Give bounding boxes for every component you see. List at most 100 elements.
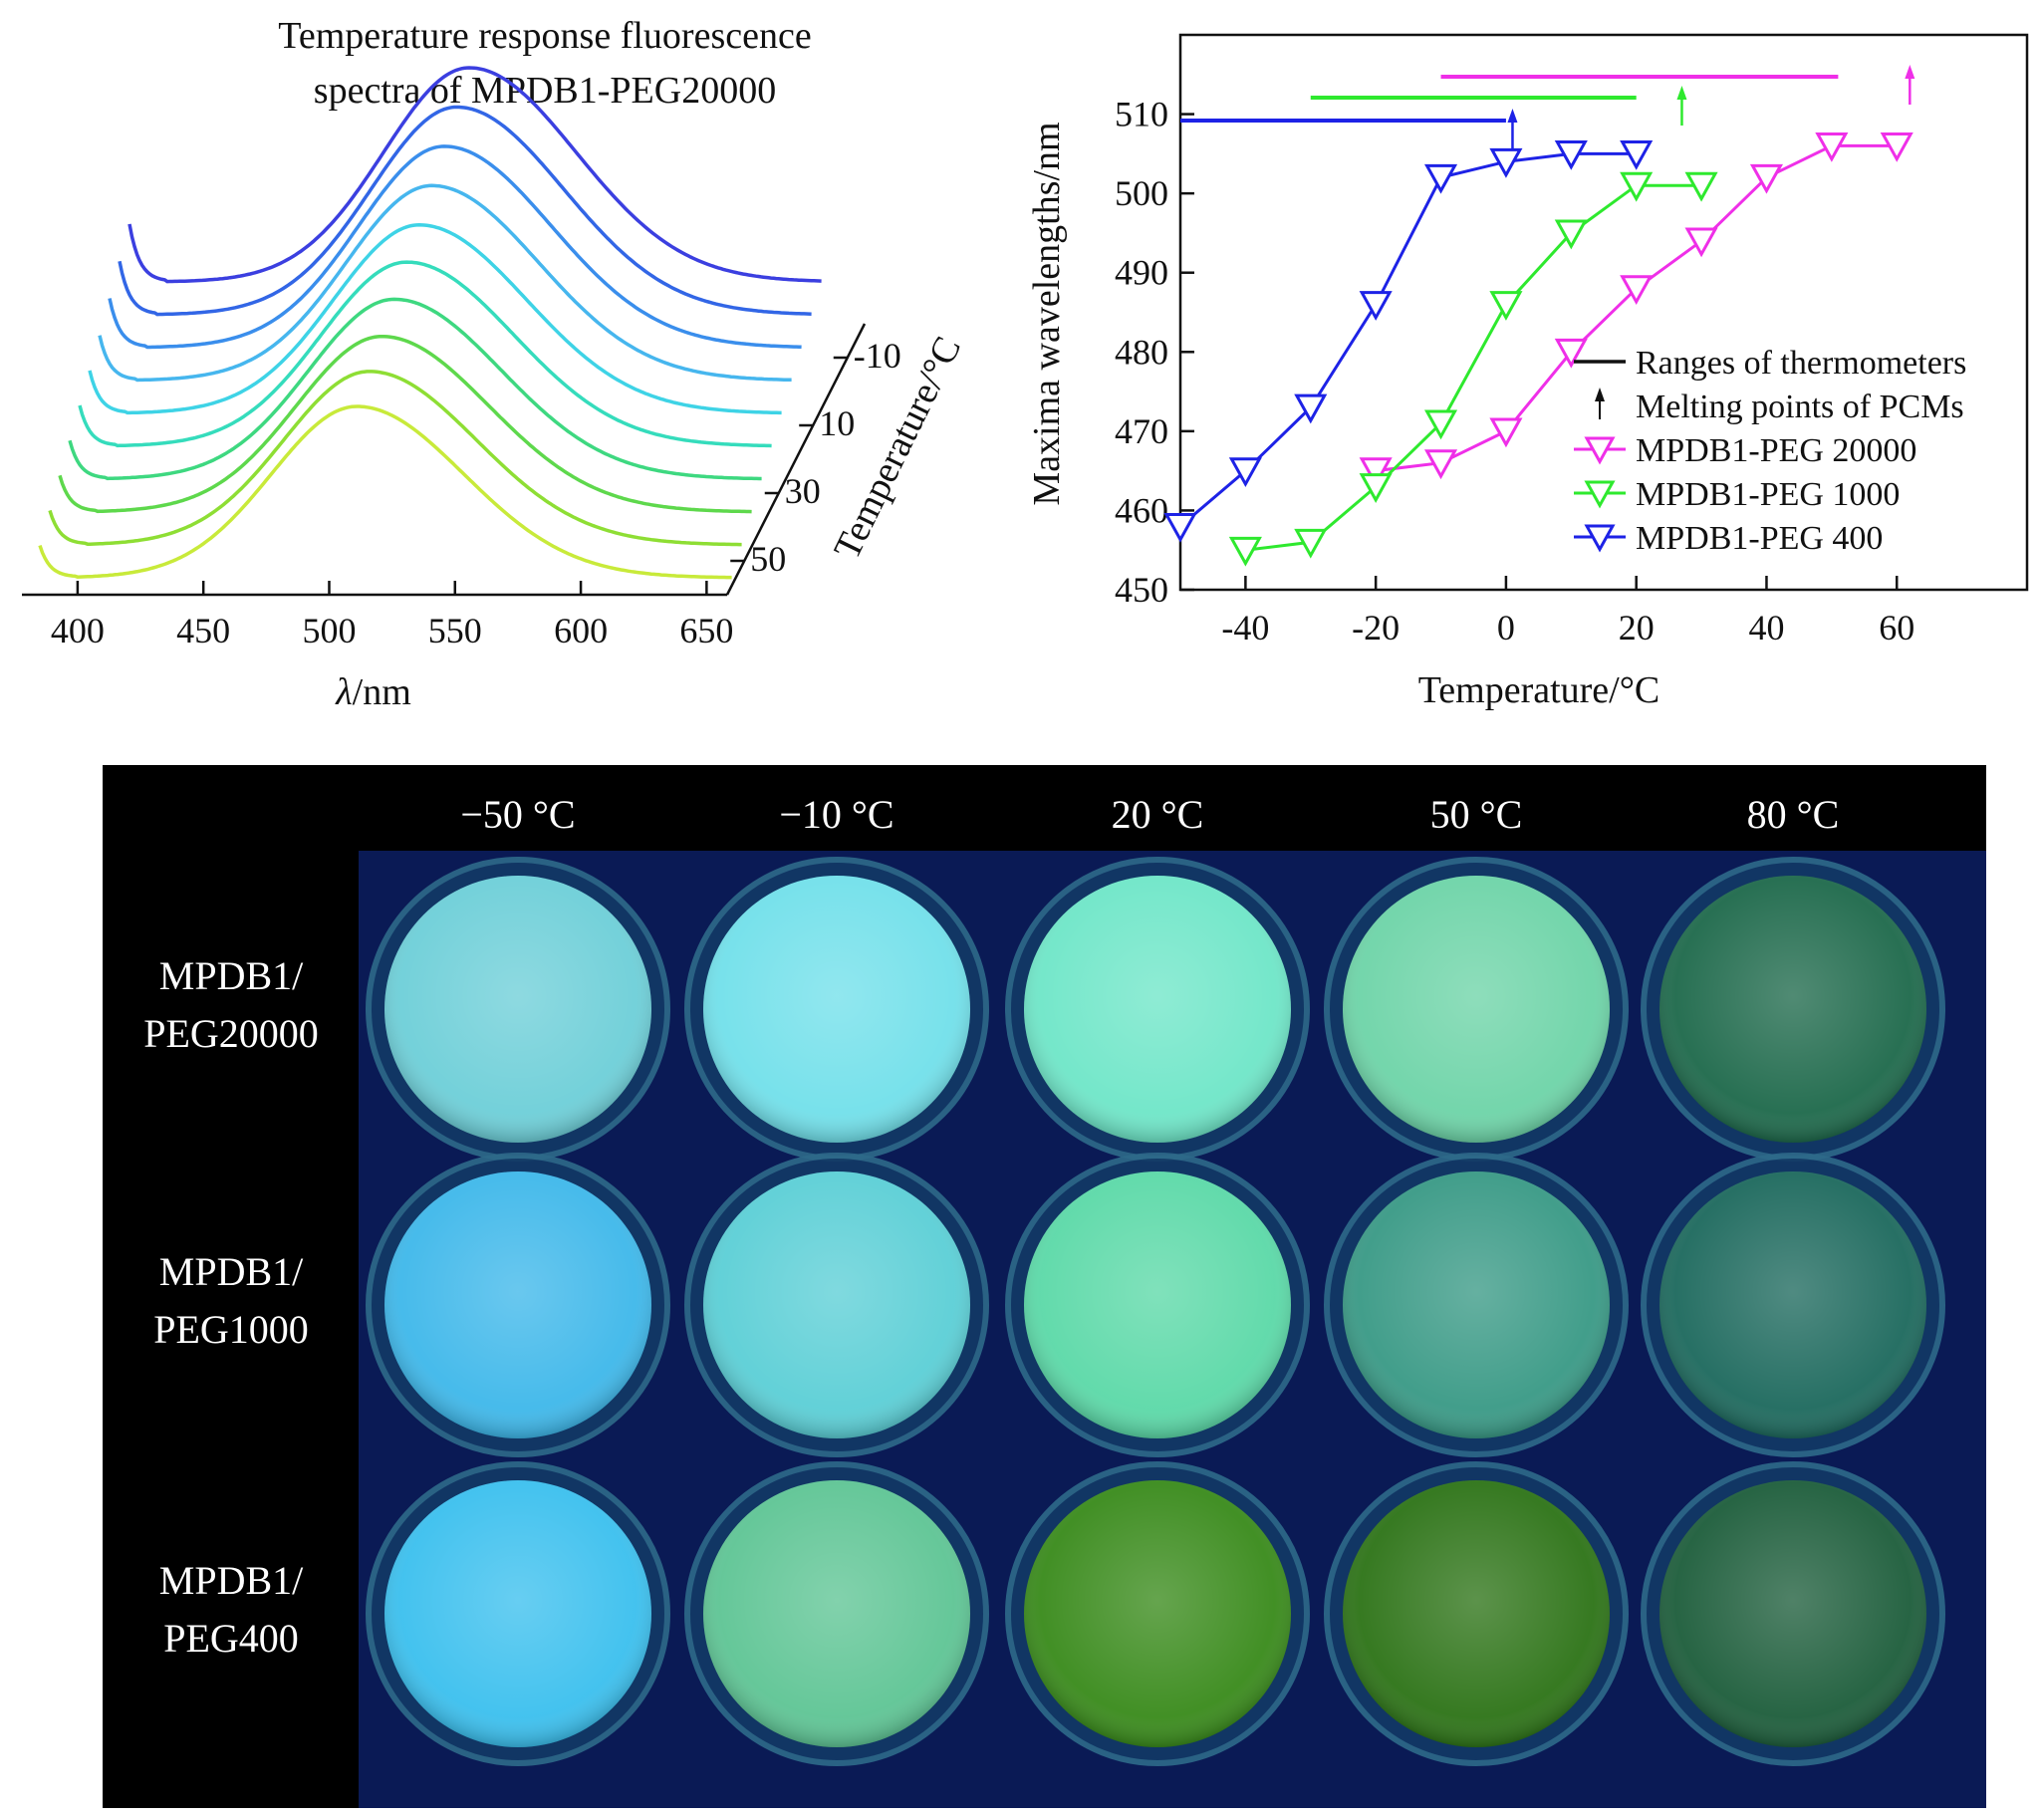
- series-marker: [1423, 163, 1458, 194]
- photo-row-labels: MPDB1/PEG20000 MPDB1/PEG1000 MPDB1/PEG400: [143, 953, 319, 1661]
- melting-point-arrow-head: [1905, 65, 1915, 79]
- column-temperature-label: −50 °C: [460, 792, 575, 837]
- series-marker: [1684, 171, 1718, 202]
- plot-y-label: Maxima wavelengths/nm: [1026, 122, 1068, 505]
- series-marker: [1423, 409, 1458, 440]
- plot-y-tick-label: 500: [1115, 173, 1168, 213]
- spectra-x-tick-label: 450: [176, 611, 230, 650]
- legend-label: MPDB1-PEG 20000: [1636, 432, 1916, 469]
- photo-column-headers: −50 °C −10 °C 20 °C 50 °C 80 °C: [460, 792, 1839, 837]
- row-sample-label: MPDB1/: [159, 1249, 304, 1294]
- vial-sheen: [1659, 876, 1926, 1143]
- spectra-x-tick-label: 600: [554, 611, 608, 650]
- column-temperature-label: −10 °C: [779, 792, 893, 837]
- vial-sheen: [1024, 1171, 1291, 1438]
- plot-y-tick-label: 480: [1115, 332, 1168, 372]
- spectra-title-line-1: Temperature response fluorescence: [278, 15, 811, 57]
- spectrum-curve: [88, 223, 782, 415]
- spectra-x-tick-label: 500: [302, 611, 356, 650]
- melting-point-arrow-head: [1676, 86, 1687, 100]
- series-marker: [1489, 291, 1523, 321]
- spectra-curves: [38, 66, 822, 580]
- vial-sheen: [1343, 1171, 1610, 1438]
- spectrum-curve: [128, 66, 822, 284]
- plot-y-tick-label: 490: [1115, 253, 1168, 293]
- plot-frame: [1178, 33, 2029, 592]
- plot-x-tick-label: 40: [1748, 608, 1784, 648]
- legend-label: Ranges of thermometers: [1636, 345, 1966, 382]
- series-marker: [1749, 163, 1784, 194]
- spectra-x-label-unit: /nm: [353, 671, 411, 713]
- column-temperature-label: 80 °C: [1747, 792, 1840, 837]
- plot-x-label: Temperature/°C: [1418, 669, 1660, 711]
- row-sample-label: MPDB1/: [159, 1558, 304, 1603]
- column-temperature-label: 50 °C: [1430, 792, 1523, 837]
- series-marker: [1228, 457, 1262, 488]
- spectra-x-tick-label: 400: [51, 611, 105, 650]
- spectra-x-label: λ/nm: [335, 671, 411, 713]
- spectra-z-tick-label: 10: [819, 403, 855, 443]
- series-marker: [1294, 528, 1328, 559]
- plot-x-tick-label: -40: [1221, 608, 1269, 648]
- series-marker: [1620, 275, 1654, 306]
- series-marker: [1359, 473, 1393, 503]
- vial-sheen: [703, 876, 970, 1143]
- spectrum-curve: [58, 334, 752, 514]
- vial-sheen: [1659, 1480, 1926, 1747]
- spectrum-curve: [108, 144, 802, 350]
- series-marker: [1294, 393, 1328, 424]
- plot-series: [1163, 132, 1913, 567]
- spectra-x-ticks: 400 450 500 550 600 650: [51, 581, 733, 650]
- photo-panel: −50 °C −10 °C 20 °C 50 °C 80 °C MPDB1/PEG200…: [103, 765, 1986, 1808]
- plot-y-tick-label: 510: [1115, 95, 1168, 134]
- spectrum-curve: [68, 297, 762, 481]
- plot-x-tick-label: 20: [1619, 608, 1655, 648]
- plot-x-tick-label: 0: [1497, 608, 1515, 648]
- series-marker: [1815, 132, 1849, 162]
- row-sample-label: PEG1000: [153, 1307, 309, 1352]
- plot-legend: Ranges of thermometers Melting points of …: [1574, 345, 1966, 557]
- vial-sheen: [1024, 876, 1291, 1143]
- series-marker: [1489, 147, 1523, 178]
- series-marker: [1359, 457, 1393, 488]
- legend-label: Melting points of PCMs: [1636, 389, 1964, 425]
- series-marker: [1228, 536, 1262, 567]
- spectrum-curve: [38, 404, 732, 580]
- series-marker: [1423, 449, 1458, 480]
- series-marker: [1554, 219, 1588, 250]
- spectrum-curve: [98, 183, 792, 383]
- vial-sheen: [703, 1171, 970, 1438]
- spectra-title-line-2: spectra of MPDB1-PEG20000: [314, 70, 776, 112]
- row-sample-label: PEG400: [163, 1616, 299, 1661]
- vial-sheen: [384, 876, 651, 1143]
- series-marker: [1359, 291, 1393, 321]
- series-marker: [1489, 417, 1523, 448]
- series-marker: [1554, 139, 1588, 170]
- series-marker: [1880, 132, 1913, 162]
- legend-series-marker: [1584, 480, 1616, 509]
- series-marker: [1163, 512, 1197, 543]
- vial-sheen: [703, 1480, 970, 1747]
- wavelength-panel: -40 -20 0 20 40 60 450 460 470 480 490 500 510 Range…: [1026, 33, 2029, 711]
- photo-dishes: [366, 857, 1945, 1766]
- legend-series-marker: [1584, 436, 1616, 465]
- plot-y-tick-label: 460: [1115, 490, 1168, 530]
- series-marker: [1554, 338, 1588, 369]
- row-sample-label: MPDB1/: [159, 953, 304, 998]
- series-line: [1245, 183, 1702, 552]
- plot-x-tick-label: -20: [1352, 608, 1400, 648]
- spectrum-curve: [78, 260, 772, 448]
- vial-sheen: [384, 1480, 651, 1747]
- spectra-x-tick-label: 650: [679, 611, 733, 650]
- series-marker: [1684, 227, 1718, 258]
- series-marker: [1620, 171, 1654, 202]
- vial-sheen: [1343, 1480, 1610, 1747]
- spectra-x-tick-label: 550: [428, 611, 482, 650]
- spectra-z-tick-label: 30: [785, 471, 821, 511]
- legend-label: MPDB1-PEG 400: [1636, 520, 1883, 557]
- spectrum-curve: [118, 105, 812, 317]
- spectra-panel: Temperature response fluorescence spectr…: [22, 15, 969, 713]
- column-temperature-label: 20 °C: [1112, 792, 1204, 837]
- thermometer-ranges: [1180, 65, 1915, 148]
